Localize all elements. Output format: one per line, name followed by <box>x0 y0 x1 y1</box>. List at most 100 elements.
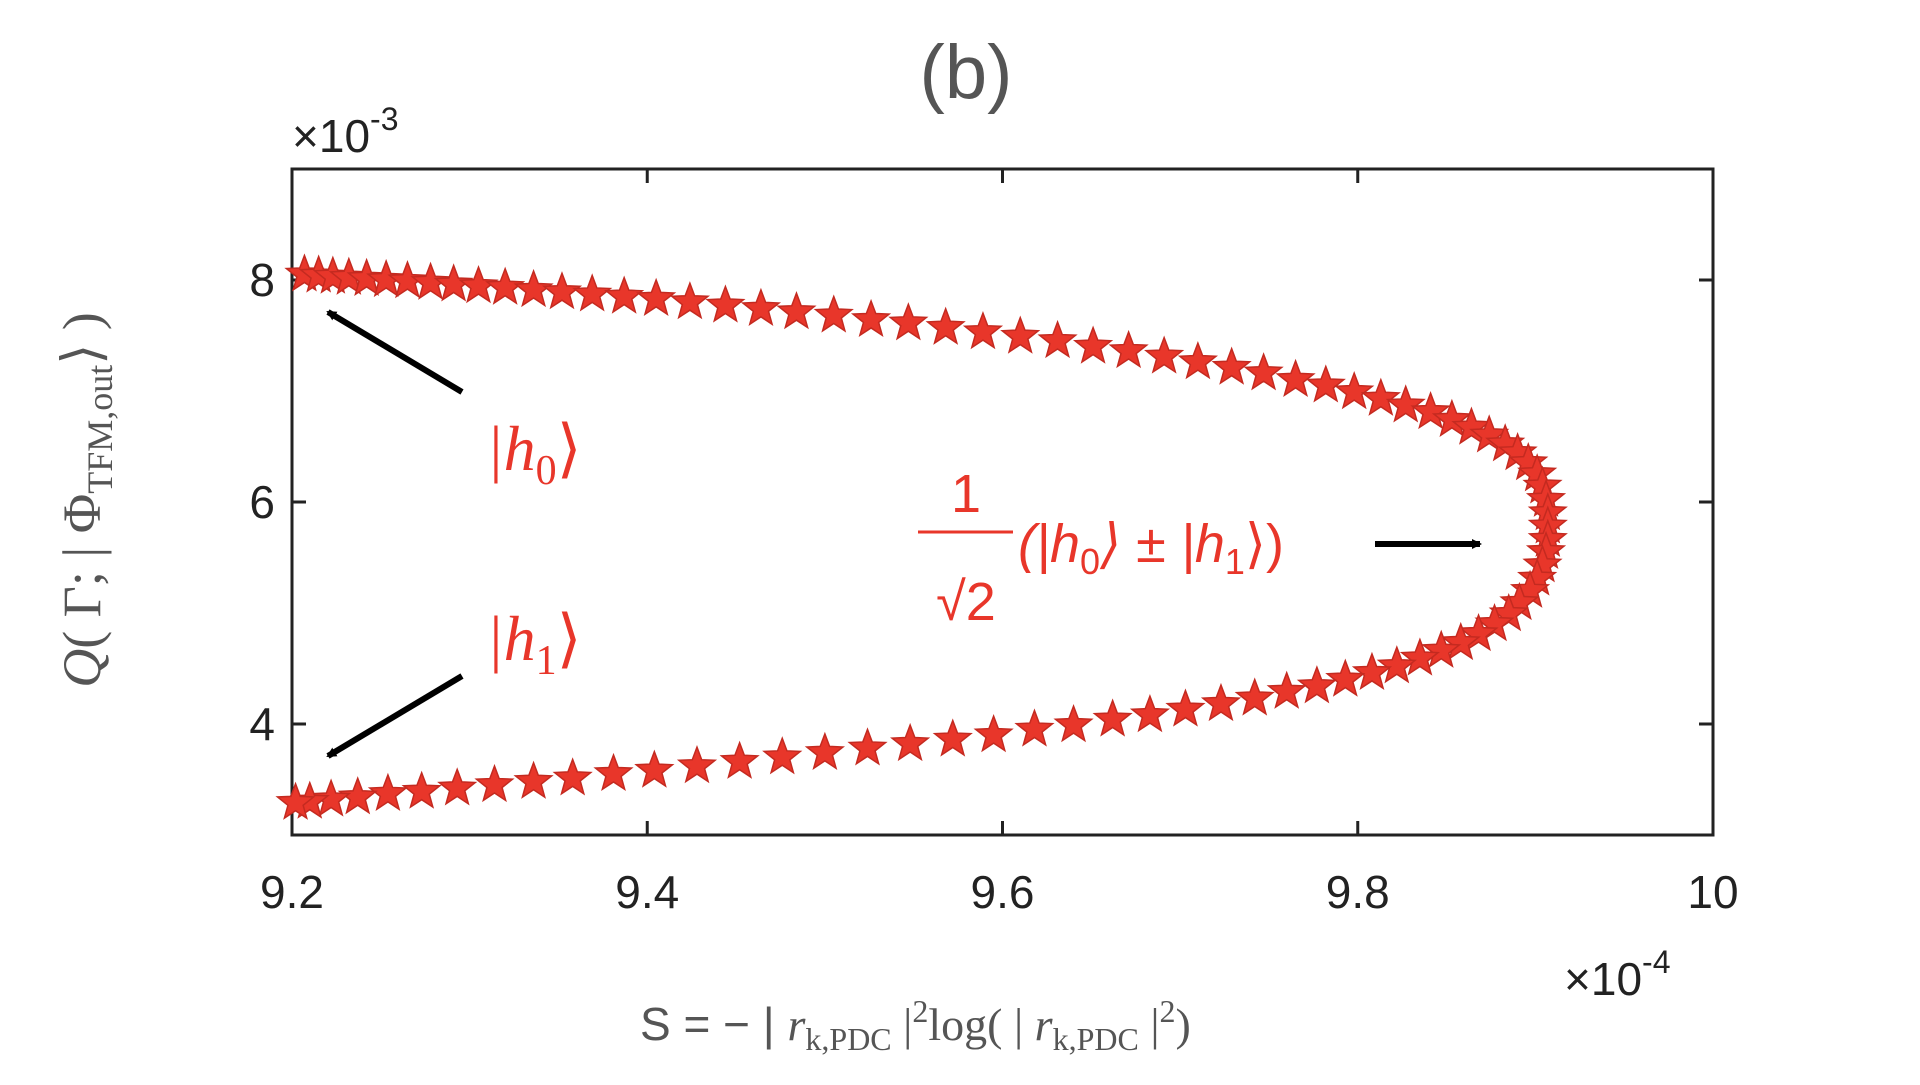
star-marker <box>1474 602 1515 642</box>
y-label-q: Q <box>52 649 112 688</box>
y-axis-exponent: ×10-3 <box>292 101 398 162</box>
star-marker <box>1234 677 1275 716</box>
star-marker <box>1165 688 1206 727</box>
star-marker <box>925 306 966 345</box>
star-marker <box>366 258 407 298</box>
x-label-mid: | <box>892 999 913 1050</box>
star-marker <box>813 294 854 333</box>
x-label-log: log( | <box>928 999 1034 1050</box>
superposition-sub-b: 1 <box>1225 541 1245 582</box>
star-marker <box>1000 315 1041 354</box>
star-marker <box>593 752 634 792</box>
star-marker <box>804 731 845 770</box>
y-label-rest1: ( Γ; | Φ <box>52 494 112 649</box>
superposition-mid: ⟩ ± |h <box>1099 514 1225 574</box>
star-marker <box>1129 693 1171 733</box>
superposition-denominator: √2 <box>936 572 996 632</box>
y-axis-label: Q( Γ; | ΦTFM,out⟩ ) <box>52 312 120 688</box>
star-marker <box>719 740 760 779</box>
star-marker <box>604 275 645 314</box>
x-exponent-base: ×10 <box>1564 953 1642 1005</box>
star-marker <box>847 727 888 766</box>
data-series <box>275 253 1568 820</box>
x-axis-exponent: ×10-4 <box>1564 944 1670 1005</box>
star-marker <box>1072 325 1114 364</box>
superposition-open: (|h <box>1018 514 1080 574</box>
star-marker <box>1440 621 1481 661</box>
x-tick-label: 9.4 <box>615 866 679 918</box>
star-marker <box>932 718 973 757</box>
star-marker <box>1325 658 1366 697</box>
star-marker <box>1469 414 1510 453</box>
star-marker <box>669 281 710 320</box>
svg-text:×10-4: ×10-4 <box>1564 944 1670 1005</box>
star-marker <box>513 760 554 799</box>
star-marker <box>776 291 817 330</box>
star-marker <box>962 311 1004 350</box>
chart-title: (b) <box>920 30 1013 115</box>
star-marker <box>367 772 409 812</box>
star-marker <box>572 273 613 312</box>
star-marker <box>1037 319 1078 359</box>
star-marker <box>310 778 352 817</box>
y-exponent-base: ×10 <box>292 110 370 162</box>
star-marker <box>1014 708 1055 747</box>
y-tick-label: 8 <box>249 254 275 306</box>
star-marker <box>1360 377 1401 416</box>
star-marker <box>1385 384 1426 423</box>
x-exponent-power: -4 <box>1642 944 1670 980</box>
star-marker <box>636 277 677 316</box>
y-tick-label: 4 <box>249 698 275 750</box>
star-marker <box>1053 703 1094 743</box>
star-marker <box>1351 651 1393 691</box>
annotation-h1-close: ⟩ <box>557 603 582 674</box>
star-marker <box>1334 370 1375 410</box>
y-label-rest2: ⟩ ) <box>52 312 112 365</box>
star-marker <box>337 776 378 815</box>
annotation-h0-sub: 0 <box>536 448 557 494</box>
star-marker <box>1376 645 1417 684</box>
star-marker <box>634 749 675 788</box>
annotation-h1-sub: 1 <box>536 638 557 684</box>
star-marker <box>1108 329 1149 369</box>
star-marker <box>387 259 428 299</box>
annotation-h1-label: |h <box>486 603 536 674</box>
star-marker <box>1296 665 1338 704</box>
star-marker <box>541 271 583 310</box>
annotation-h0-close: ⟩ <box>557 413 582 484</box>
arrow-h1 <box>326 673 464 759</box>
star-marker <box>433 263 474 302</box>
star-marker <box>275 781 316 820</box>
star-marker <box>437 767 478 806</box>
star-marker <box>890 722 931 762</box>
y-tick-label: 6 <box>249 476 275 528</box>
y-axis: 4 6 8 <box>249 254 1713 750</box>
x-label-r: r <box>787 999 806 1050</box>
x-label-end: | <box>1139 999 1160 1050</box>
star-marker <box>513 268 554 308</box>
star-marker <box>676 745 718 784</box>
star-marker <box>1177 341 1218 380</box>
star-marker <box>1275 358 1316 397</box>
annotation-h0-label: |h <box>486 413 536 484</box>
y-exponent-power: -3 <box>370 101 398 137</box>
annotation-h0: |h0⟩ <box>486 413 582 494</box>
x-label-sub2: k,PDC <box>1053 1021 1139 1057</box>
x-label-sub1: k,PDC <box>805 1021 891 1057</box>
star-marker <box>1200 682 1242 722</box>
x-label-sup: 2 <box>912 993 928 1029</box>
star-marker <box>850 298 892 338</box>
star-marker <box>1421 629 1462 668</box>
star-marker <box>1266 670 1307 709</box>
annotation-superposition: 1 √2 (|h0⟩ ± |h1⟩) <box>918 464 1284 632</box>
star-marker <box>1305 364 1346 403</box>
star-marker <box>1243 352 1284 391</box>
superposition-sub-a: 0 <box>1080 541 1100 582</box>
star-marker <box>552 757 593 796</box>
star-marker <box>1092 698 1133 737</box>
star-marker <box>888 302 929 341</box>
x-tick-label: 9.6 <box>971 866 1035 918</box>
annotation-h1: |h1⟩ <box>486 603 582 684</box>
